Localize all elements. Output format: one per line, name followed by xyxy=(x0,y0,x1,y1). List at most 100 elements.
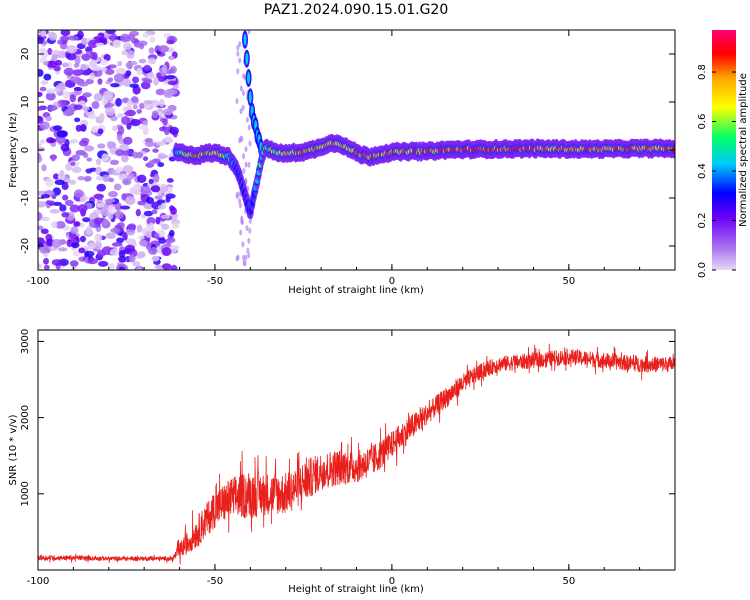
noise-blob xyxy=(240,219,244,226)
noise-blob xyxy=(236,50,240,57)
noise-blob xyxy=(169,205,175,212)
noise-blob xyxy=(115,67,127,76)
noise-blob xyxy=(129,83,139,88)
noise-blob xyxy=(47,47,53,56)
noise-blob xyxy=(247,124,251,131)
noise-blob xyxy=(142,100,154,105)
noise-blob xyxy=(73,104,83,111)
noise-blob xyxy=(64,178,72,183)
snr-ytick-label: 1000 xyxy=(20,481,31,506)
spectrogram-xtick-label: -50 xyxy=(207,276,223,287)
noise-blob xyxy=(94,209,102,215)
noise-blob xyxy=(81,53,91,61)
noise-blob xyxy=(172,84,179,90)
noise-blob xyxy=(61,182,69,190)
noise-blob xyxy=(49,209,61,214)
noise-blob xyxy=(85,225,93,235)
noise-blob xyxy=(239,85,243,92)
noise-blob xyxy=(59,204,67,212)
noise-blob xyxy=(170,264,178,270)
figure-title: PAZ1.2024.090.15.01.G20 xyxy=(264,2,449,18)
noise-blob xyxy=(151,209,158,215)
noise-blob xyxy=(39,47,47,53)
spectrogram-ytick-label: 0 xyxy=(20,147,31,153)
noise-blob xyxy=(136,108,142,114)
noise-blob xyxy=(142,103,151,109)
noise-blob xyxy=(118,255,127,263)
noise-blob xyxy=(44,178,54,187)
noise-blob xyxy=(143,64,151,71)
noise-blob xyxy=(244,161,248,168)
noise-blob xyxy=(83,175,92,182)
noise-blob xyxy=(132,183,142,191)
noise-blob xyxy=(135,208,141,217)
noise-blob xyxy=(40,30,47,37)
noise-blob xyxy=(162,108,173,116)
snr-ylabel: SNR (10 * v/v) xyxy=(8,414,19,485)
colorbar-tick-label: 0.0 xyxy=(697,262,708,278)
vertical-feature-core xyxy=(243,33,247,46)
noise-blob xyxy=(50,154,56,162)
noise-blob xyxy=(123,111,133,116)
noise-blob xyxy=(124,244,135,252)
noise-blob xyxy=(52,125,63,131)
noise-blob xyxy=(43,73,52,81)
noise-blob xyxy=(115,149,125,157)
noise-blob xyxy=(101,66,108,73)
noise-blob xyxy=(38,237,45,246)
noise-blob xyxy=(104,102,115,108)
noise-blob xyxy=(157,154,169,159)
noise-blob xyxy=(77,30,84,39)
noise-blob xyxy=(242,167,246,174)
noise-blob xyxy=(235,193,239,200)
noise-blob xyxy=(84,145,95,152)
noise-blob xyxy=(95,42,105,47)
noise-blob xyxy=(235,255,239,262)
noise-blob xyxy=(164,75,176,80)
noise-blob xyxy=(118,266,126,270)
noise-blob xyxy=(161,263,172,270)
noise-blob xyxy=(87,114,98,120)
noise-blob xyxy=(54,85,61,93)
noise-blob xyxy=(166,39,175,45)
noise-blob xyxy=(104,106,116,116)
noise-blob xyxy=(128,254,136,263)
noise-blob xyxy=(80,64,89,71)
noise-blob xyxy=(74,69,84,74)
noise-blob xyxy=(161,64,168,74)
noise-blob xyxy=(158,238,167,244)
colorbar: 0.0 0.2 0.4 0.6 0.8 Normalized spectral ampl… xyxy=(697,30,749,278)
noise-blob xyxy=(52,201,62,207)
noise-blob xyxy=(132,151,139,159)
noise-blob xyxy=(168,229,175,237)
noise-blob xyxy=(160,185,169,193)
noise-blob xyxy=(98,260,109,267)
noise-blob xyxy=(148,160,155,166)
noise-blob xyxy=(114,202,123,211)
noise-blob xyxy=(242,259,246,266)
noise-blob xyxy=(61,62,69,68)
noise-blob xyxy=(57,247,68,252)
noise-blob xyxy=(149,36,156,43)
spectrogram-ylabel: Frequency (Hz) xyxy=(8,112,19,188)
noise-blob xyxy=(45,115,52,122)
noise-blob xyxy=(132,261,141,267)
noise-blob xyxy=(71,166,82,173)
noise-blob xyxy=(118,126,125,135)
noise-blob xyxy=(156,141,166,146)
noise-blob xyxy=(164,136,173,143)
colorbar-tick-label: 0.8 xyxy=(697,64,708,80)
noise-blob xyxy=(165,69,173,75)
noise-blob xyxy=(55,220,66,229)
noise-blob xyxy=(38,36,44,44)
noise-blob xyxy=(48,31,58,41)
noise-blob xyxy=(38,68,44,77)
noise-blob xyxy=(59,42,68,50)
noise-blob xyxy=(242,254,246,261)
noise-blob xyxy=(172,221,180,229)
noise-blob xyxy=(139,102,145,110)
noise-blob xyxy=(157,162,165,168)
snr-xtick-label: 0 xyxy=(389,576,395,587)
noise-blob xyxy=(151,110,159,119)
